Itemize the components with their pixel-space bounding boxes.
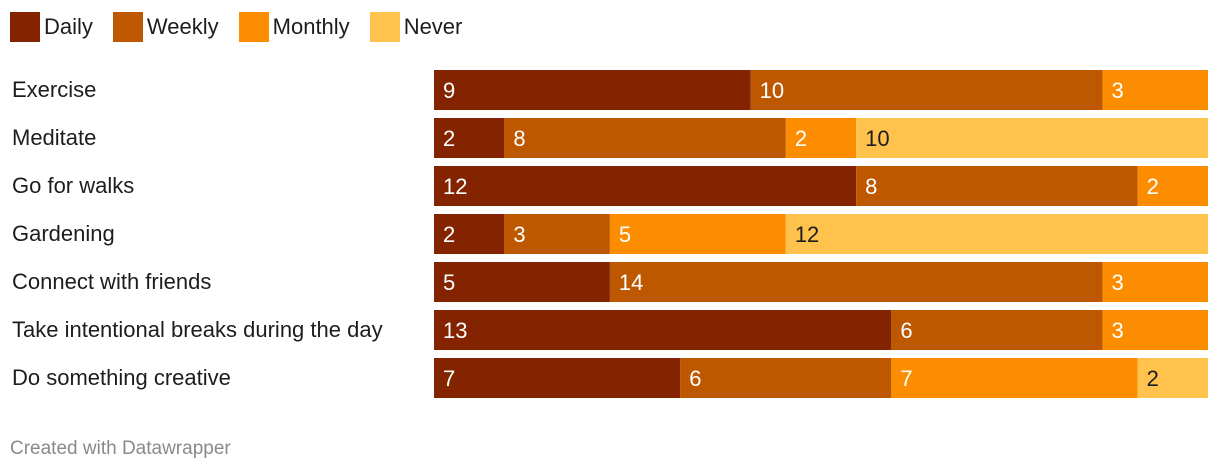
data-label: 2	[1147, 366, 1159, 391]
legend-swatch	[369, 12, 400, 42]
bar-segment-weekly	[504, 118, 786, 158]
data-label: 14	[619, 270, 643, 295]
data-label: 10	[760, 78, 784, 103]
data-label: 12	[443, 174, 467, 199]
data-label: 9	[443, 78, 455, 103]
data-label: 2	[443, 222, 455, 247]
legend-label: Never	[403, 14, 463, 39]
bar-segment-weekly	[609, 262, 1103, 302]
legend-item-monthly: Monthly	[238, 12, 350, 42]
bar-segment-weekly	[680, 358, 892, 398]
legend-label: Weekly	[146, 14, 219, 39]
legend-swatch	[10, 12, 40, 42]
bar-segment-monthly	[609, 214, 786, 254]
bar-segment-weekly	[856, 166, 1138, 206]
bar-segment-daily	[434, 358, 681, 398]
data-label: 13	[443, 318, 467, 343]
bar-segment-monthly	[785, 118, 857, 158]
bar-segment-weekly	[891, 310, 1103, 350]
legend-label: Monthly	[272, 14, 350, 39]
legend-swatch	[112, 12, 143, 42]
bar-segment-monthly	[1102, 70, 1208, 110]
data-label: 6	[689, 366, 701, 391]
data-label: 3	[1111, 318, 1123, 343]
legend-swatch	[238, 12, 269, 42]
bar-segment-daily	[434, 118, 505, 158]
data-label: 7	[443, 366, 455, 391]
bar-segment-daily	[434, 310, 892, 350]
data-label: 2	[795, 126, 807, 151]
data-label: 3	[1111, 270, 1123, 295]
bar-segment-monthly	[891, 358, 1138, 398]
bar-segment-never	[1137, 358, 1208, 398]
data-label: 8	[865, 174, 877, 199]
data-label: 2	[1147, 174, 1159, 199]
data-label: 3	[513, 222, 525, 247]
category-label: Exercise	[12, 77, 97, 102]
bar-segment-never	[785, 214, 1208, 254]
data-label: 7	[900, 366, 912, 391]
category-label: Gardening	[12, 221, 115, 246]
legend: Daily Weekly Monthly Never	[10, 12, 482, 42]
category-label: Go for walks	[12, 173, 135, 198]
data-label: 3	[1111, 78, 1123, 103]
bar-segment-daily	[434, 214, 505, 254]
category-label: Meditate	[12, 125, 97, 150]
bar-segment-daily	[434, 70, 751, 110]
data-label: 8	[513, 126, 525, 151]
bar-segment-monthly	[1137, 166, 1208, 206]
legend-item-never: Never	[369, 12, 463, 42]
legend-item-weekly: Weekly	[112, 12, 219, 42]
category-label: Connect with friends	[12, 269, 212, 294]
footer-credit: Created with Datawrapper	[10, 438, 231, 459]
category-label: Do something creative	[12, 365, 231, 390]
data-label: 6	[900, 318, 912, 343]
data-label: 2	[443, 126, 455, 151]
legend-item-daily: Daily	[10, 12, 93, 42]
data-label: 5	[443, 270, 455, 295]
bar-segment-monthly	[1102, 262, 1208, 302]
bar-segment-weekly	[750, 70, 1103, 110]
category-label: Take intentional breaks during the day	[12, 317, 383, 342]
legend-label: Daily	[44, 14, 93, 39]
bar-segment-daily	[434, 262, 610, 302]
data-label: 5	[619, 222, 631, 247]
bar-segment-monthly	[1102, 310, 1208, 350]
bar-segment-weekly	[504, 214, 610, 254]
data-label: 10	[865, 126, 889, 151]
bar-segment-daily	[434, 166, 857, 206]
bar-segment-never	[856, 118, 1208, 158]
data-label: 12	[795, 222, 819, 247]
